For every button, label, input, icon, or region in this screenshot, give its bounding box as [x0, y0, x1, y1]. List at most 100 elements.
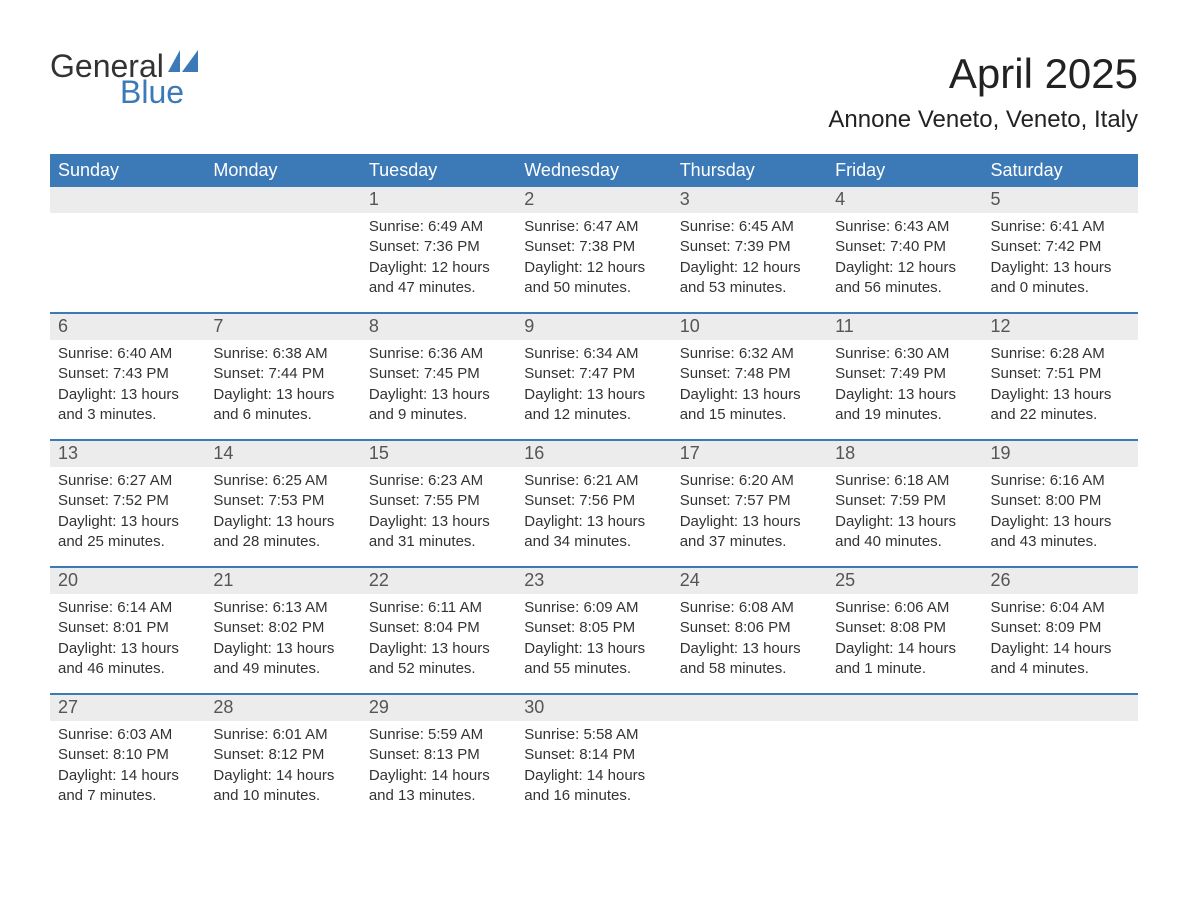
calendar-week: 1 Sunrise: 6:49 AMSunset: 7:36 PM Daylight… — [50, 187, 1138, 312]
day-sunset: Sunset: 8:04 PM — [369, 618, 508, 638]
day-daylight1: Daylight: 13 hours — [58, 385, 197, 405]
day-daylight1: Daylight: 14 hours — [213, 766, 352, 786]
day-sunrise: Sunrise: 6:49 AM — [369, 217, 508, 237]
day-sunset: Sunset: 7:42 PM — [991, 237, 1130, 257]
calendar-day: 10Sunrise: 6:32 AMSunset: 7:48 PMDayligh… — [672, 314, 827, 439]
day-daylight2: and 43 minutes. — [991, 532, 1130, 552]
day-body: Sunrise: 6:16 AMSunset: 8:00 PMDaylight:… — [983, 467, 1138, 560]
day-sunrise: Sunrise: 5:59 AM — [369, 725, 508, 745]
day-body: Sunrise: 6:23 AMSunset: 7:55 PMDaylight:… — [361, 467, 516, 560]
day-daylight2: and 0 minutes. — [991, 278, 1130, 298]
day-number: 21 — [205, 568, 360, 594]
day-sunset: Sunset: 7:49 PM — [835, 364, 974, 384]
calendar-day: 24Sunrise: 6:08 AMSunset: 8:06 PMDayligh… — [672, 568, 827, 693]
day-number: 1 — [361, 187, 516, 213]
location: Annone Veneto, Veneto, Italy — [828, 106, 1138, 134]
day-sunrise: Sunrise: 6:09 AM — [524, 598, 663, 618]
day-sunset: Sunset: 7:52 PM — [58, 491, 197, 511]
day-body: Sunrise: 6:13 AMSunset: 8:02 PMDaylight:… — [205, 594, 360, 687]
day-daylight1: Daylight: 13 hours — [213, 385, 352, 405]
calendar-day: 30Sunrise: 5:58 AMSunset: 8:14 PMDayligh… — [516, 695, 671, 820]
calendar-day: 1Sunrise: 6:49 AMSunset: 7:36 PMDaylight… — [361, 187, 516, 312]
day-sunset: Sunset: 7:53 PM — [213, 491, 352, 511]
day-number: 10 — [672, 314, 827, 340]
day-body: Sunrise: 6:21 AMSunset: 7:56 PMDaylight:… — [516, 467, 671, 560]
weekday-header: Monday — [205, 154, 360, 187]
day-number: 6 — [50, 314, 205, 340]
day-sunset: Sunset: 7:36 PM — [369, 237, 508, 257]
calendar-day: 6Sunrise: 6:40 AMSunset: 7:43 PMDaylight… — [50, 314, 205, 439]
day-daylight2: and 25 minutes. — [58, 532, 197, 552]
day-daylight1: Daylight: 13 hours — [58, 639, 197, 659]
day-sunset: Sunset: 8:13 PM — [369, 745, 508, 765]
day-sunset: Sunset: 7:45 PM — [369, 364, 508, 384]
calendar-day: 20Sunrise: 6:14 AMSunset: 8:01 PMDayligh… — [50, 568, 205, 693]
day-daylight2: and 3 minutes. — [58, 405, 197, 425]
day-daylight2: and 53 minutes. — [680, 278, 819, 298]
calendar-day: 8Sunrise: 6:36 AMSunset: 7:45 PMDaylight… — [361, 314, 516, 439]
calendar-day — [827, 695, 982, 820]
day-sunset: Sunset: 7:57 PM — [680, 491, 819, 511]
day-sunset: Sunset: 7:40 PM — [835, 237, 974, 257]
day-daylight2: and 9 minutes. — [369, 405, 508, 425]
day-daylight1: Daylight: 13 hours — [991, 512, 1130, 532]
day-sunrise: Sunrise: 6:16 AM — [991, 471, 1130, 491]
day-daylight1: Daylight: 13 hours — [680, 639, 819, 659]
day-daylight1: Daylight: 12 hours — [680, 258, 819, 278]
day-number — [205, 187, 360, 213]
day-sunset: Sunset: 7:47 PM — [524, 364, 663, 384]
day-daylight1: Daylight: 13 hours — [369, 512, 508, 532]
day-daylight2: and 6 minutes. — [213, 405, 352, 425]
day-sunset: Sunset: 7:59 PM — [835, 491, 974, 511]
day-sunset: Sunset: 8:12 PM — [213, 745, 352, 765]
calendar-day: 27Sunrise: 6:03 AMSunset: 8:10 PMDayligh… — [50, 695, 205, 820]
day-daylight2: and 19 minutes. — [835, 405, 974, 425]
day-sunrise: Sunrise: 6:08 AM — [680, 598, 819, 618]
day-number: 12 — [983, 314, 1138, 340]
day-sunrise: Sunrise: 6:03 AM — [58, 725, 197, 745]
day-body: Sunrise: 6:34 AMSunset: 7:47 PMDaylight:… — [516, 340, 671, 433]
day-body: Sunrise: 6:25 AMSunset: 7:53 PMDaylight:… — [205, 467, 360, 560]
day-sunset: Sunset: 8:10 PM — [58, 745, 197, 765]
calendar: SundayMondayTuesdayWednesdayThursdayFrid… — [50, 154, 1138, 820]
day-sunrise: Sunrise: 6:43 AM — [835, 217, 974, 237]
day-body: Sunrise: 6:27 AMSunset: 7:52 PMDaylight:… — [50, 467, 205, 560]
calendar-day: 9Sunrise: 6:34 AMSunset: 7:47 PMDaylight… — [516, 314, 671, 439]
day-sunset: Sunset: 8:08 PM — [835, 618, 974, 638]
logo-flag-icon — [168, 50, 198, 76]
calendar-day: 14Sunrise: 6:25 AMSunset: 7:53 PMDayligh… — [205, 441, 360, 566]
day-sunset: Sunset: 7:44 PM — [213, 364, 352, 384]
calendar-day: 5Sunrise: 6:41 AMSunset: 7:42 PMDaylight… — [983, 187, 1138, 312]
calendar-day: 17Sunrise: 6:20 AMSunset: 7:57 PMDayligh… — [672, 441, 827, 566]
day-body: Sunrise: 6:06 AMSunset: 8:08 PMDaylight:… — [827, 594, 982, 687]
day-sunrise: Sunrise: 6:28 AM — [991, 344, 1130, 364]
day-sunset: Sunset: 8:05 PM — [524, 618, 663, 638]
day-sunrise: Sunrise: 6:47 AM — [524, 217, 663, 237]
calendar-day: 25Sunrise: 6:06 AMSunset: 8:08 PMDayligh… — [827, 568, 982, 693]
day-sunrise: Sunrise: 6:21 AM — [524, 471, 663, 491]
day-body: Sunrise: 6:01 AMSunset: 8:12 PMDaylight:… — [205, 721, 360, 814]
calendar-day: 28Sunrise: 6:01 AMSunset: 8:12 PMDayligh… — [205, 695, 360, 820]
day-body — [983, 721, 1138, 733]
weekday-header: Tuesday — [361, 154, 516, 187]
day-daylight2: and 37 minutes. — [680, 532, 819, 552]
day-daylight1: Daylight: 13 hours — [991, 258, 1130, 278]
day-daylight1: Daylight: 14 hours — [524, 766, 663, 786]
day-daylight1: Daylight: 13 hours — [524, 639, 663, 659]
day-daylight2: and 49 minutes. — [213, 659, 352, 679]
day-sunrise: Sunrise: 6:01 AM — [213, 725, 352, 745]
day-number: 20 — [50, 568, 205, 594]
day-daylight2: and 55 minutes. — [524, 659, 663, 679]
calendar-day — [50, 187, 205, 312]
day-daylight2: and 47 minutes. — [369, 278, 508, 298]
day-sunrise: Sunrise: 6:06 AM — [835, 598, 974, 618]
weekday-header: Saturday — [983, 154, 1138, 187]
day-sunset: Sunset: 7:38 PM — [524, 237, 663, 257]
day-number: 15 — [361, 441, 516, 467]
calendar-day — [983, 695, 1138, 820]
day-daylight2: and 1 minute. — [835, 659, 974, 679]
day-sunrise: Sunrise: 6:23 AM — [369, 471, 508, 491]
calendar-day: 7Sunrise: 6:38 AMSunset: 7:44 PMDaylight… — [205, 314, 360, 439]
day-body: Sunrise: 5:58 AMSunset: 8:14 PMDaylight:… — [516, 721, 671, 814]
day-daylight2: and 13 minutes. — [369, 786, 508, 806]
